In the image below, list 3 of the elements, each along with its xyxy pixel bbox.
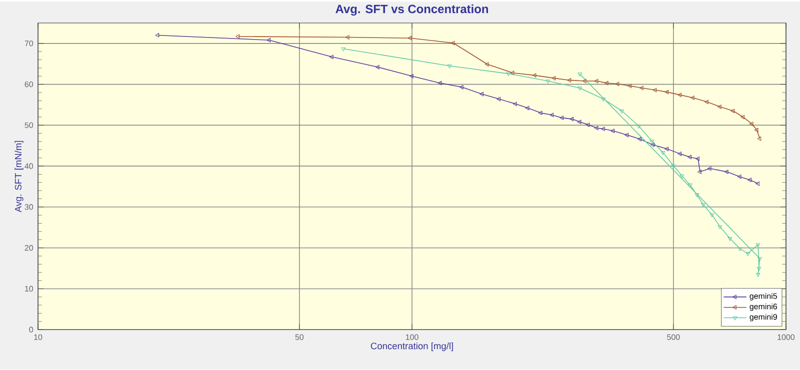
y-axis-title: Avg. SFT [mN/m] — [14, 141, 24, 212]
x-axis-title: Concentration [mg/l] — [370, 342, 453, 352]
chart-title: Avg. SFT vs Concentration — [336, 4, 488, 16]
